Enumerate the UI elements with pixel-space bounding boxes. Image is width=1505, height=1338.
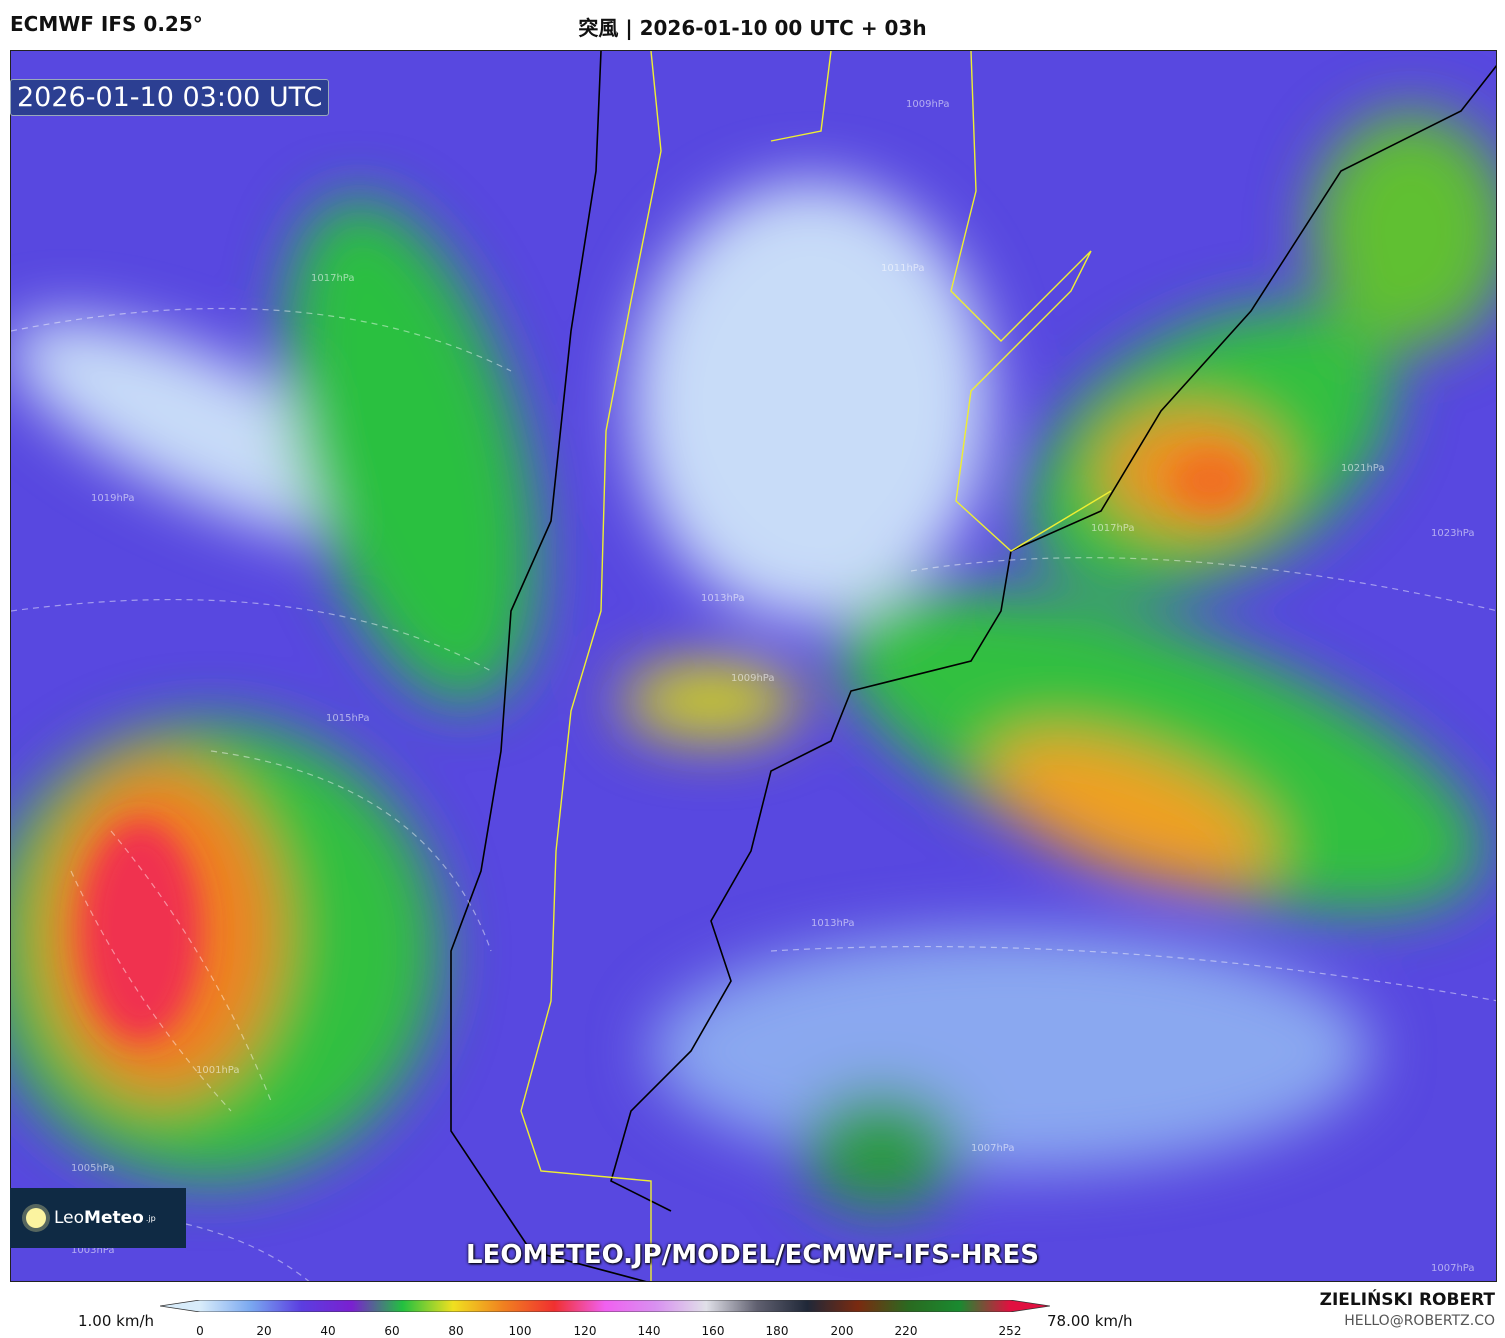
isobar-label: 1003hPa	[71, 1245, 115, 1256]
colorbar-tick: 60	[384, 1324, 400, 1338]
model-name: ECMWF IFS 0.25°	[10, 12, 203, 36]
colorbar-tick: 20	[256, 1324, 272, 1338]
isobar-label: 1015hPa	[326, 713, 370, 724]
logo-text-light: Leo	[54, 1208, 85, 1228]
logo-text-bold: Meteo	[84, 1208, 144, 1228]
sun-icon	[26, 1208, 46, 1228]
colorbar-tick: 200	[830, 1324, 854, 1338]
isobar-label: 1011hPa	[881, 263, 925, 274]
valid-time-badge: 2026-01-10 03:00 UTC	[10, 79, 330, 116]
colorbar-tick: 40	[320, 1324, 336, 1338]
wind-gust-map[interactable]: 1009hPa 1011hPa 1013hPa 1013hPa 1015hPa …	[10, 50, 1497, 1282]
isobar-label: 1013hPa	[701, 593, 745, 604]
isobar-label: 1009hPa	[731, 673, 775, 684]
map-title: 突風 | 2026-01-10 00 UTC + 03h	[578, 16, 927, 40]
leometeo-logo[interactable]: Leo Meteo .jp	[10, 1188, 186, 1248]
isobar-label: 1009hPa	[906, 99, 950, 110]
author-email[interactable]: HELLO@ROBERTZ.CO	[1344, 1313, 1495, 1329]
isobar-label: 1017hPa	[1091, 523, 1135, 534]
author-name: ZIELIŃSKI ROBERT	[1319, 1290, 1495, 1310]
colorbar-max-label: 78.00 km/h	[1047, 1312, 1133, 1330]
isobar-label: 1019hPa	[91, 493, 135, 504]
isobar-label: 1007hPa	[1431, 1263, 1475, 1274]
isobar-label: 1013hPa	[811, 918, 855, 929]
map-field: 1009hPa 1011hPa 1013hPa 1013hPa 1015hPa …	[11, 51, 1496, 1281]
colorbar-min-label: 1.00 km/h	[78, 1312, 155, 1330]
colorbar-tick: 120	[573, 1324, 597, 1338]
colorbar-tick: 140	[637, 1324, 661, 1338]
colorbar-tick: 80	[448, 1324, 464, 1338]
colorbar	[160, 1300, 1050, 1312]
colorbar-tick: 180	[765, 1324, 789, 1338]
isobar-label: 1021hPa	[1341, 463, 1385, 474]
isobar-label: 1007hPa	[971, 1143, 1015, 1154]
colorbar-tick: 220	[894, 1324, 918, 1338]
colorbar-tick: 100	[508, 1324, 532, 1338]
isobar-label: 1001hPa	[196, 1065, 240, 1076]
logo-suffix: .jp	[145, 1213, 156, 1223]
colorbar-tick: 0	[196, 1324, 204, 1338]
isobar-label: 1023hPa	[1431, 528, 1475, 539]
colorbar-tick: 160	[701, 1324, 725, 1338]
model-url: LEOMETEO.JP/MODEL/ECMWF-IFS-HRES	[466, 1240, 1039, 1270]
colorbar-tick: 252	[998, 1324, 1022, 1338]
isobar-label: 1005hPa	[71, 1163, 115, 1174]
isobar-label: 1017hPa	[311, 273, 355, 284]
